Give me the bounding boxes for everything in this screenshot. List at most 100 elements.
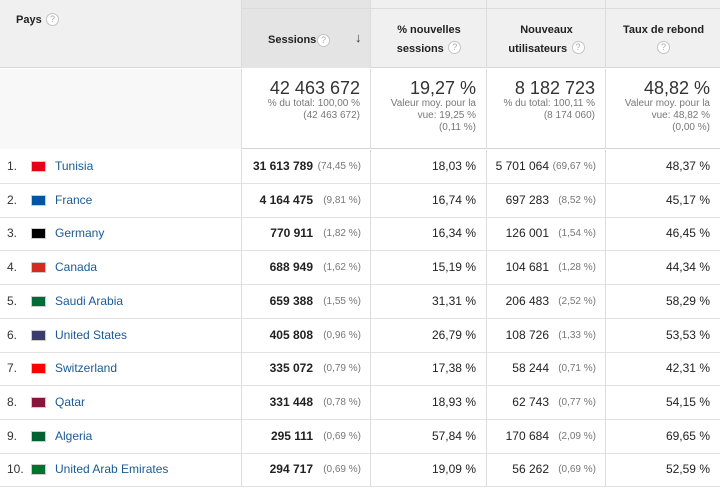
bounce-rate-cell: 52,59 % — [605, 453, 720, 488]
sessions-cell: 31 613 789 (74,45 %) — [241, 150, 370, 184]
table-row: 8. Qatar 331 448 (0,78 %) 18,93 % 62 743… — [0, 385, 720, 420]
new-sessions-value: 15,19 % — [431, 260, 476, 275]
sessions-percent: (0,79 %) — [323, 363, 361, 375]
summary-new-sessions-line3: (0,11 %) — [438, 122, 476, 133]
sessions-value: 294 717 — [269, 462, 313, 477]
summary-empty-cell — [0, 69, 241, 149]
new-users-value: 697 283 — [505, 192, 549, 207]
new-users-percent: (0,69 %) — [558, 464, 596, 476]
new-users-cell: 126 001 (1,54 %) — [486, 217, 605, 252]
row-rank: 4. — [7, 260, 18, 275]
sessions-value: 405 808 — [269, 327, 313, 342]
flag-icon — [31, 430, 46, 442]
flag-icon — [31, 464, 46, 476]
country-cell: 3. Germany — [0, 217, 241, 251]
summary-new-sessions-total: 19,27 % — [409, 78, 476, 98]
sessions-value: 4 164 475 — [259, 192, 313, 207]
table-row: 2. France 4 164 475 (9,81 %) 16,74 % 697… — [0, 183, 720, 218]
summary-bounce-total: 48,82 % — [643, 78, 710, 98]
header-new-users-label-1: Nouveaux — [520, 24, 573, 36]
bounce-rate-value: 45,17 % — [665, 192, 710, 207]
summary-sessions: 42 463 672 % du total: 100,00 % (42 463 … — [241, 69, 370, 149]
flag-icon — [31, 329, 46, 341]
country-link[interactable]: Canada — [55, 260, 98, 275]
help-icon[interactable]: ? — [46, 13, 59, 26]
summary-sessions-total: 42 463 672 — [269, 78, 360, 98]
help-icon[interactable]: ? — [448, 41, 462, 55]
sessions-percent: (0,69 %) — [323, 464, 361, 476]
table-row: 4. Canada 688 949 (1,62 %) 15,19 % 104 6… — [0, 251, 720, 286]
bounce-rate-cell: 45,17 % — [605, 183, 720, 218]
new-sessions-value: 57,84 % — [431, 428, 476, 443]
help-icon[interactable]: ? — [571, 41, 585, 55]
summary-new-users-line2: (8 174 060) — [543, 110, 595, 121]
new-sessions-cell: 17,38 % — [370, 352, 486, 387]
bounce-rate-cell: 58,29 % — [605, 284, 720, 319]
new-users-cell: 104 681 (1,28 %) — [486, 251, 605, 286]
help-icon[interactable]: ? — [657, 41, 670, 55]
country-link[interactable]: Algeria — [55, 428, 93, 443]
new-sessions-cell: 16,34 % — [370, 217, 486, 252]
new-sessions-value: 16,34 % — [431, 226, 476, 241]
row-rank: 7. — [7, 361, 18, 376]
country-cell: 4. Canada — [0, 251, 241, 285]
row-rank: 3. — [7, 226, 18, 241]
table-row: 3. Germany 770 911 (1,82 %) 16,34 % 126 … — [0, 217, 720, 252]
country-link[interactable]: United States — [55, 327, 128, 342]
new-users-value: 5 701 064 — [495, 159, 549, 173]
country-link[interactable]: Tunisia — [55, 159, 94, 173]
country-cell: 9. Algeria — [0, 420, 241, 454]
header-bounce-rate[interactable]: Taux de rebond ? — [605, 0, 720, 68]
country-link[interactable]: France — [55, 192, 93, 207]
bounce-rate-cell: 48,37 % — [605, 150, 720, 184]
country-link[interactable]: United Arab Emirates — [55, 462, 169, 477]
sessions-cell: 770 911 (1,82 %) — [241, 217, 370, 252]
country-cell: 6. United States — [0, 319, 241, 353]
new-users-percent: (8,52 %) — [558, 194, 596, 206]
sort-descending-icon[interactable]: ↓ — [355, 30, 362, 45]
country-link[interactable]: Qatar — [55, 394, 86, 409]
summary-bounce-line2: vue: 48,82 % — [651, 110, 710, 121]
country-link[interactable]: Germany — [55, 226, 105, 241]
new-users-value: 206 483 — [505, 293, 549, 308]
header-sessions[interactable]: Sessions ? ↓ — [241, 0, 370, 68]
sessions-percent: (74,45 %) — [317, 161, 361, 172]
header-new-sessions[interactable]: % nouvelles sessions ? — [370, 0, 486, 68]
summary-row: 42 463 672 % du total: 100,00 % (42 463 … — [0, 69, 720, 149]
summary-sessions-line1: % du total: 100,00 % — [267, 98, 360, 109]
bounce-rate-cell: 44,34 % — [605, 251, 720, 286]
flag-icon — [31, 295, 46, 307]
sessions-cell: 688 949 (1,62 %) — [241, 251, 370, 286]
bounce-rate-cell: 46,45 % — [605, 217, 720, 252]
country-cell: 5. Saudi Arabia — [0, 285, 241, 319]
new-users-value: 58 244 — [512, 361, 549, 376]
new-users-cell: 697 283 (8,52 %) — [486, 183, 605, 218]
sessions-cell: 294 717 (0,69 %) — [241, 453, 370, 488]
help-icon[interactable]: ? — [317, 34, 330, 47]
header-country[interactable]: Pays ? — [0, 0, 241, 68]
sessions-value: 295 111 — [270, 428, 313, 443]
new-users-cell: 5 701 064 (69,67 %) — [486, 150, 605, 184]
row-rank: 5. — [7, 293, 18, 308]
row-rank: 2. — [7, 192, 18, 207]
bounce-rate-value: 58,29 % — [665, 293, 710, 308]
country-link[interactable]: Switzerland — [55, 361, 118, 376]
country-cell: 7. Switzerland — [0, 352, 241, 386]
new-users-percent: (0,77 %) — [558, 396, 596, 408]
bounce-rate-value: 69,65 % — [665, 428, 710, 443]
row-rank: 1. — [7, 159, 18, 173]
country-link[interactable]: Saudi Arabia — [55, 293, 124, 308]
new-sessions-cell: 16,74 % — [370, 183, 486, 218]
sessions-value: 688 949 — [269, 260, 313, 275]
sessions-cell: 405 808 (0,96 %) — [241, 318, 370, 353]
bounce-rate-value: 48,37 % — [665, 159, 710, 173]
header-new-users[interactable]: Nouveaux utilisateurs ? — [486, 0, 605, 68]
country-cell: 1. Tunisia — [0, 150, 241, 184]
summary-new-sessions: 19,27 % Valeur moy. pour la vue: 19,25 %… — [370, 69, 486, 149]
summary-new-users-line1: % du total: 100,11 % — [503, 98, 595, 109]
sessions-value: 31 613 789 — [252, 159, 313, 173]
new-users-value: 104 681 — [505, 260, 549, 275]
flag-icon — [31, 262, 46, 274]
new-sessions-value: 18,03 % — [431, 159, 476, 173]
table-row: 6. United States 405 808 (0,96 %) 26,79 … — [0, 318, 720, 353]
